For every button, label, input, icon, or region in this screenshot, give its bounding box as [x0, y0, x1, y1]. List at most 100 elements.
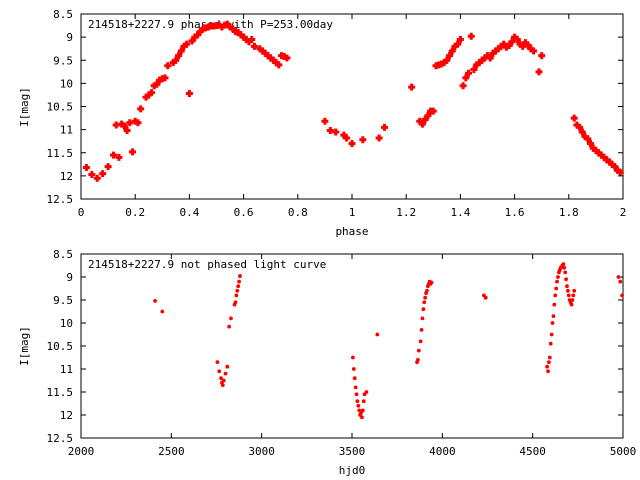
data-point — [592, 146, 600, 154]
data-point — [473, 61, 481, 69]
data-point — [275, 61, 283, 69]
data-point — [470, 66, 478, 73]
data-point — [343, 134, 351, 142]
data-point — [82, 164, 90, 172]
data-point — [597, 151, 605, 159]
data-point — [513, 35, 521, 43]
data-point — [511, 33, 519, 41]
data-point — [618, 279, 623, 284]
data-point — [93, 174, 101, 182]
y-tick-label: 12 — [60, 170, 73, 183]
data-point — [236, 284, 241, 289]
data-point — [321, 117, 329, 125]
data-point — [354, 392, 359, 397]
data-point — [223, 20, 231, 28]
y-tick-label: 11.5 — [47, 386, 74, 399]
data-point — [256, 45, 264, 53]
x-tick-label: 5000 — [610, 445, 637, 458]
data-point — [555, 279, 559, 284]
data-point — [456, 35, 464, 43]
data-points — [153, 262, 624, 420]
data-point — [259, 47, 267, 55]
data-point — [545, 364, 550, 369]
x-tick-label: 2 — [620, 206, 627, 219]
data-points — [82, 20, 624, 182]
data-point — [429, 107, 437, 115]
data-point — [351, 367, 356, 371]
data-point — [137, 105, 145, 113]
data-point — [142, 93, 150, 101]
data-point — [408, 83, 416, 91]
data-point — [570, 114, 578, 122]
data-point — [578, 128, 586, 136]
data-point — [375, 332, 380, 337]
data-point — [448, 47, 456, 55]
data-point — [215, 21, 223, 29]
data-point — [538, 52, 546, 60]
data-point — [535, 68, 543, 76]
data-point — [440, 59, 448, 67]
data-point — [421, 115, 429, 123]
data-point — [359, 136, 367, 144]
data-point — [104, 163, 112, 171]
data-point — [551, 314, 556, 318]
data-point — [421, 307, 426, 312]
data-point — [356, 403, 361, 408]
data-point — [516, 40, 524, 48]
data-point — [416, 348, 421, 353]
data-point — [267, 54, 275, 62]
data-point — [217, 369, 222, 374]
y-tick-label: 9 — [66, 31, 73, 44]
plot-frame — [80, 253, 624, 439]
data-point — [112, 121, 120, 129]
plot-frame — [80, 13, 624, 200]
x-tick-label: 2500 — [158, 445, 185, 458]
data-point — [110, 151, 118, 159]
data-point — [220, 383, 225, 387]
data-point — [454, 40, 462, 48]
data-point — [475, 59, 483, 67]
data-point — [489, 49, 497, 57]
data-point — [502, 43, 510, 51]
data-point — [242, 35, 250, 43]
y-tick-label: 12 — [60, 409, 73, 422]
data-point — [492, 47, 500, 55]
data-point — [530, 47, 538, 55]
data-point — [248, 35, 256, 43]
data-point — [361, 399, 366, 404]
data-point — [175, 52, 183, 60]
x-tick-label: 4500 — [519, 445, 546, 458]
y-tick-label: 8.5 — [53, 248, 73, 261]
data-point — [552, 302, 557, 307]
data-point — [221, 378, 226, 383]
data-point — [353, 385, 358, 390]
data-point — [233, 300, 238, 305]
data-point — [237, 31, 245, 39]
data-point — [234, 293, 239, 298]
data-point — [360, 408, 365, 413]
y-tick-label: 9.5 — [53, 54, 73, 67]
data-point — [185, 90, 193, 98]
data-point — [364, 390, 369, 394]
data-point — [446, 52, 454, 60]
data-point — [164, 62, 172, 70]
data-point — [145, 91, 153, 99]
data-point — [459, 82, 467, 90]
data-point — [505, 41, 513, 49]
data-point — [238, 274, 242, 278]
data-point — [429, 280, 434, 285]
data-point — [565, 288, 570, 293]
data-point — [183, 40, 191, 48]
data-point — [418, 339, 423, 344]
data-point — [564, 277, 568, 282]
data-point — [115, 153, 123, 161]
y-axis-ticks: 8.5 9 9.5 10 10.5 11 11.5 12 12.5 — [47, 248, 623, 445]
data-point — [229, 316, 233, 321]
data-point — [572, 288, 577, 293]
data-point — [120, 122, 128, 130]
data-point — [419, 328, 424, 332]
data-point — [589, 144, 597, 152]
x-tick-label: 1.4 — [450, 206, 470, 219]
data-point — [581, 133, 589, 141]
data-point — [237, 279, 241, 284]
